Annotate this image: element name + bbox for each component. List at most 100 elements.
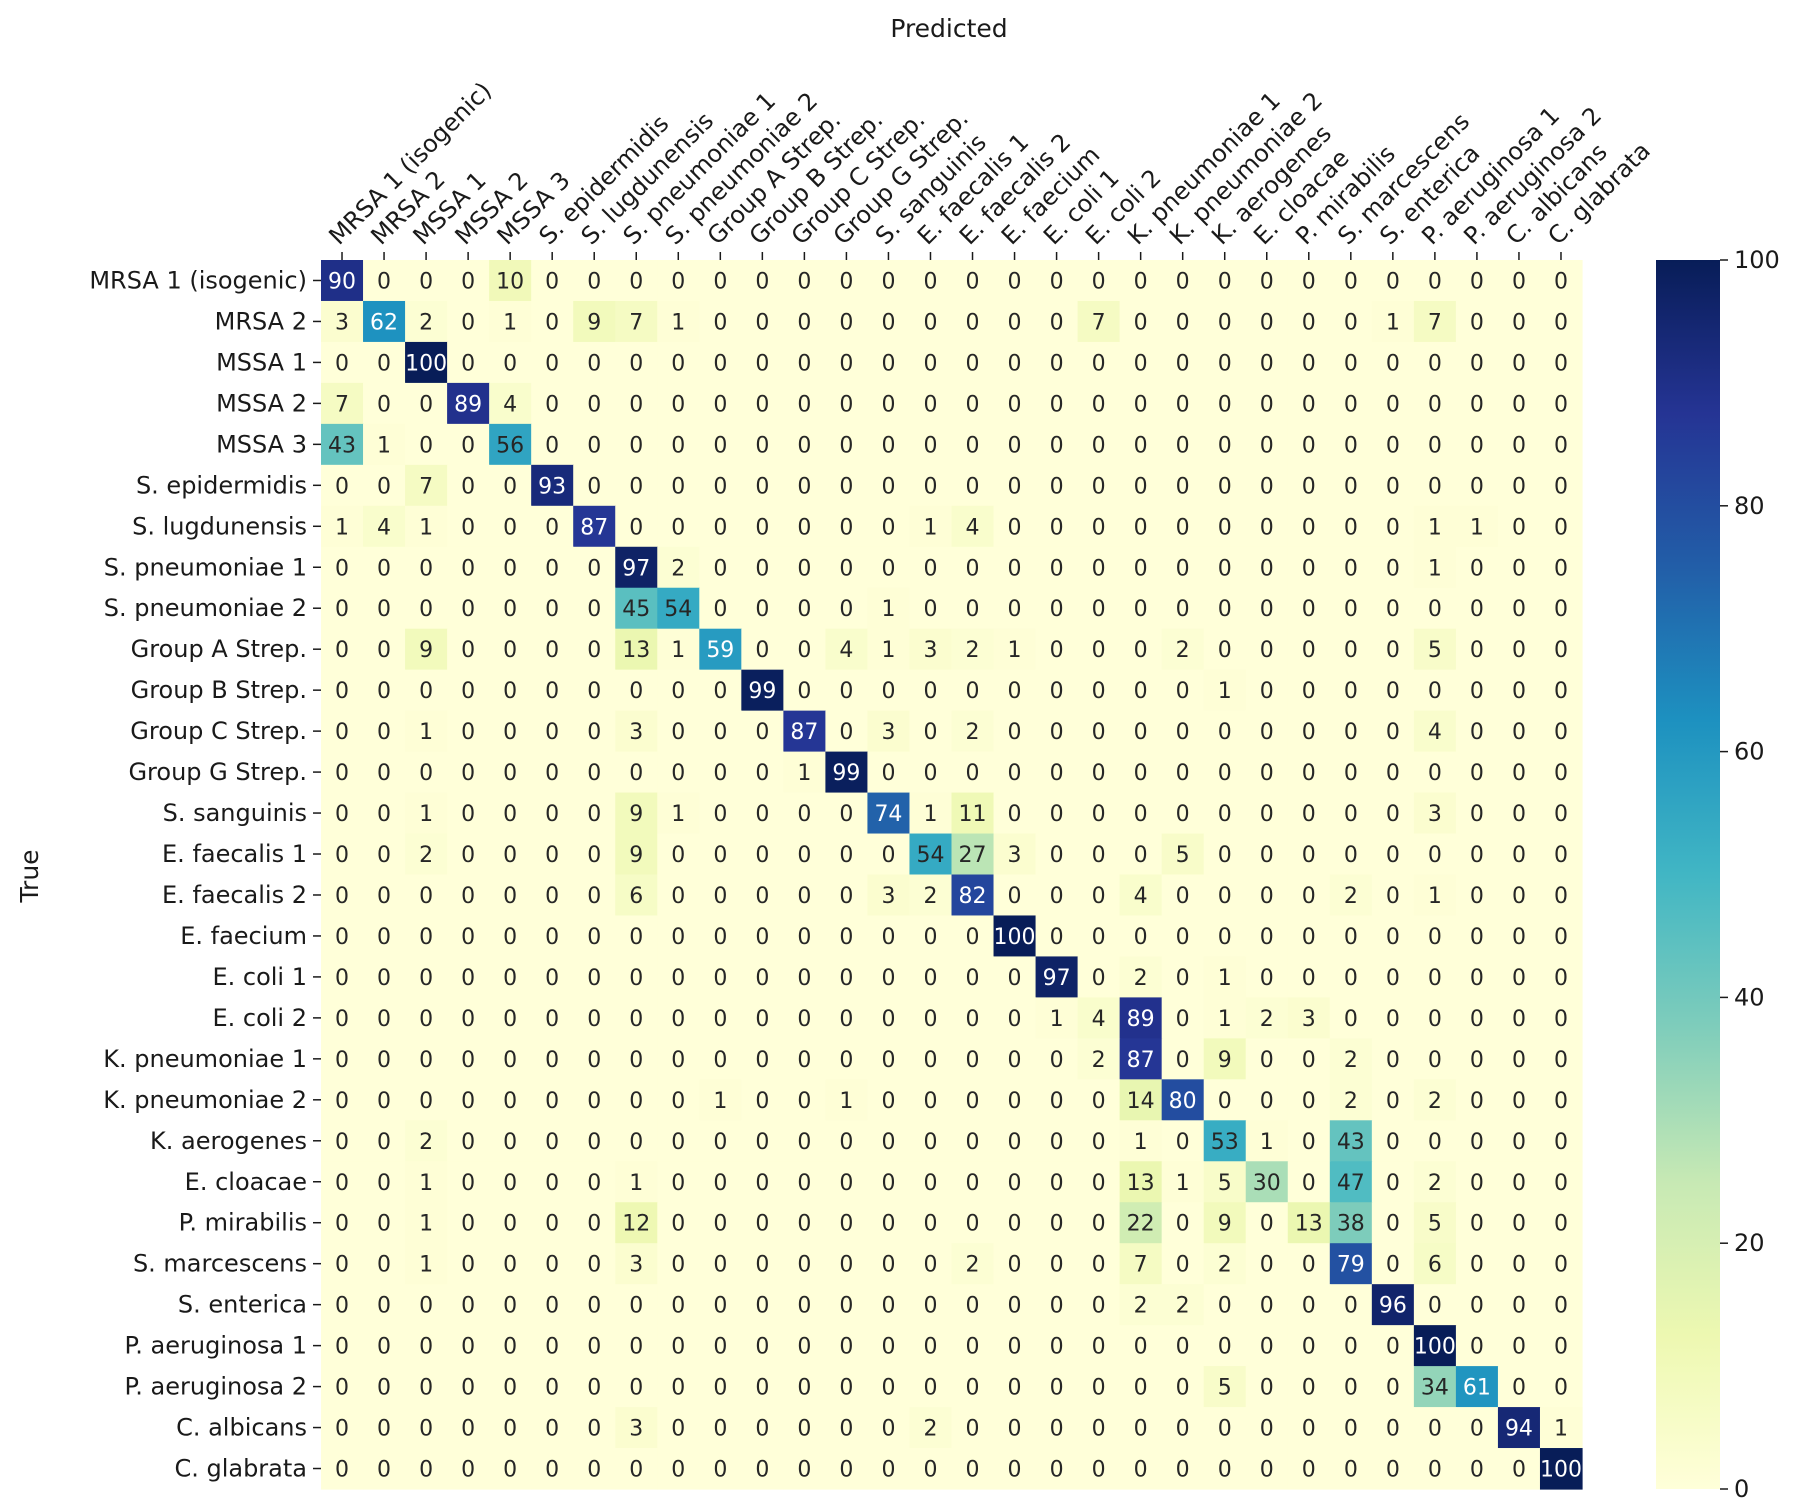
heatmap-cell	[951, 341, 995, 384]
heatmap-cell	[573, 1448, 616, 1490]
cell-value-label: 1	[1176, 1171, 1190, 1196]
heatmap-cell	[1329, 833, 1373, 876]
heatmap-cell	[993, 341, 1037, 384]
heatmap-cell	[405, 751, 448, 794]
heatmap-cell	[1413, 341, 1457, 384]
heatmap-cell	[1077, 956, 1121, 998]
heatmap-cell	[1161, 300, 1205, 343]
heatmap-cell	[321, 1284, 364, 1326]
heatmap-cell	[363, 546, 406, 589]
cell-value-label: 0	[1260, 843, 1274, 868]
heatmap-cell	[1413, 1038, 1457, 1080]
heatmap-cell	[1161, 628, 1205, 671]
heatmap-cell	[657, 1079, 700, 1121]
cell-value-label: 0	[1302, 474, 1316, 499]
cell-value-label: 7	[629, 310, 643, 335]
heatmap-cell	[321, 1243, 364, 1285]
cell-value-label: 0	[1092, 679, 1106, 704]
heatmap-cell	[1371, 628, 1415, 671]
heatmap-cell	[1287, 1284, 1331, 1326]
heatmap-cell	[741, 833, 784, 876]
heatmap-cell	[657, 628, 700, 671]
heatmap-cell	[1035, 505, 1079, 548]
cell-value-label: 0	[461, 925, 475, 950]
heatmap-cell	[531, 1325, 574, 1367]
cell-value-label: 2	[966, 638, 980, 663]
heatmap-cell	[1203, 341, 1247, 384]
heatmap-cell	[447, 1243, 490, 1285]
heatmap-cell	[825, 669, 869, 712]
heatmap-cell	[783, 1448, 826, 1490]
heatmap-cell	[951, 1243, 995, 1285]
cell-value-label: 3	[1428, 802, 1442, 827]
heatmap-cell	[657, 464, 700, 507]
heatmap-cell	[321, 628, 364, 671]
cell-value-label: 0	[1092, 556, 1106, 581]
heatmap-cell	[531, 874, 574, 917]
cell-value-label: 0	[1344, 1376, 1358, 1401]
heatmap-cell	[615, 546, 658, 589]
cell-value-label: 0	[1428, 597, 1442, 622]
heatmap-cell	[909, 1161, 953, 1203]
cell-value-label: 0	[1218, 515, 1232, 540]
heatmap-cell	[1035, 300, 1079, 343]
y-tick-label: C. glabrata	[174, 1455, 307, 1483]
cell-value-label: 2	[1344, 1048, 1358, 1073]
heatmap-cell	[951, 1202, 995, 1244]
cell-value-label: 0	[797, 1212, 811, 1237]
cell-value-label: 87	[1127, 1048, 1155, 1073]
heatmap-cell	[783, 1325, 826, 1367]
cell-value-label: 0	[1218, 392, 1232, 417]
cell-value-label: 0	[335, 1335, 349, 1360]
cell-value-label: 0	[587, 1335, 601, 1360]
cell-value-label: 0	[1050, 761, 1064, 786]
heatmap-cell	[1413, 710, 1457, 753]
heatmap-cell	[867, 997, 911, 1039]
heatmap-cell	[489, 587, 532, 630]
heatmap-cell	[1161, 341, 1205, 384]
cell-value-label: 0	[1512, 638, 1526, 663]
y-tick-label: K. aerogenes	[150, 1127, 307, 1155]
heatmap-cell	[909, 260, 953, 302]
heatmap-cell	[573, 669, 616, 712]
heatmap-cell	[1329, 792, 1373, 835]
cell-value-label: 0	[923, 761, 937, 786]
heatmap-cell	[1371, 1202, 1415, 1244]
cell-value-label: 0	[671, 1007, 685, 1032]
heatmap-cell	[1413, 915, 1457, 958]
cell-value-label: 0	[1470, 433, 1484, 458]
heatmap-cell	[1161, 997, 1205, 1039]
cell-value-label: 0	[1470, 925, 1484, 950]
cell-value-label: 0	[461, 884, 475, 909]
heatmap-cell	[1329, 1079, 1373, 1121]
cell-value-label: 0	[797, 1130, 811, 1155]
heatmap-cell	[867, 1284, 911, 1326]
heatmap-cell	[1539, 956, 1583, 998]
cell-value-label: 0	[1554, 1007, 1568, 1032]
cell-value-label: 0	[966, 1130, 980, 1155]
heatmap-cell	[699, 710, 742, 753]
heatmap-cell	[951, 546, 995, 589]
cell-value-label: 0	[1260, 1294, 1274, 1319]
cell-value-label: 0	[1134, 597, 1148, 622]
heatmap-cell	[531, 956, 574, 998]
heatmap-cell	[489, 1079, 532, 1121]
heatmap-cell	[993, 260, 1037, 302]
heatmap-cell	[615, 341, 658, 384]
heatmap-cell	[489, 792, 532, 835]
cell-value-label: 0	[881, 1458, 895, 1483]
heatmap-cell	[783, 1038, 826, 1080]
cell-value-label: 13	[622, 638, 650, 663]
cell-value-label: 0	[377, 1253, 391, 1278]
cell-value-label: 9	[629, 843, 643, 868]
cell-value-label: 0	[1092, 474, 1106, 499]
cell-value-label: 0	[966, 1294, 980, 1319]
cell-value-label: 0	[587, 966, 601, 991]
heatmap-cell	[1119, 1284, 1163, 1326]
heatmap-cell	[573, 997, 616, 1039]
cell-value-label: 0	[1260, 433, 1274, 458]
heatmap-cell	[993, 546, 1037, 589]
cell-value-label: 0	[1512, 351, 1526, 376]
heatmap-cell	[867, 628, 911, 671]
cell-value-label: 9	[1218, 1048, 1232, 1073]
